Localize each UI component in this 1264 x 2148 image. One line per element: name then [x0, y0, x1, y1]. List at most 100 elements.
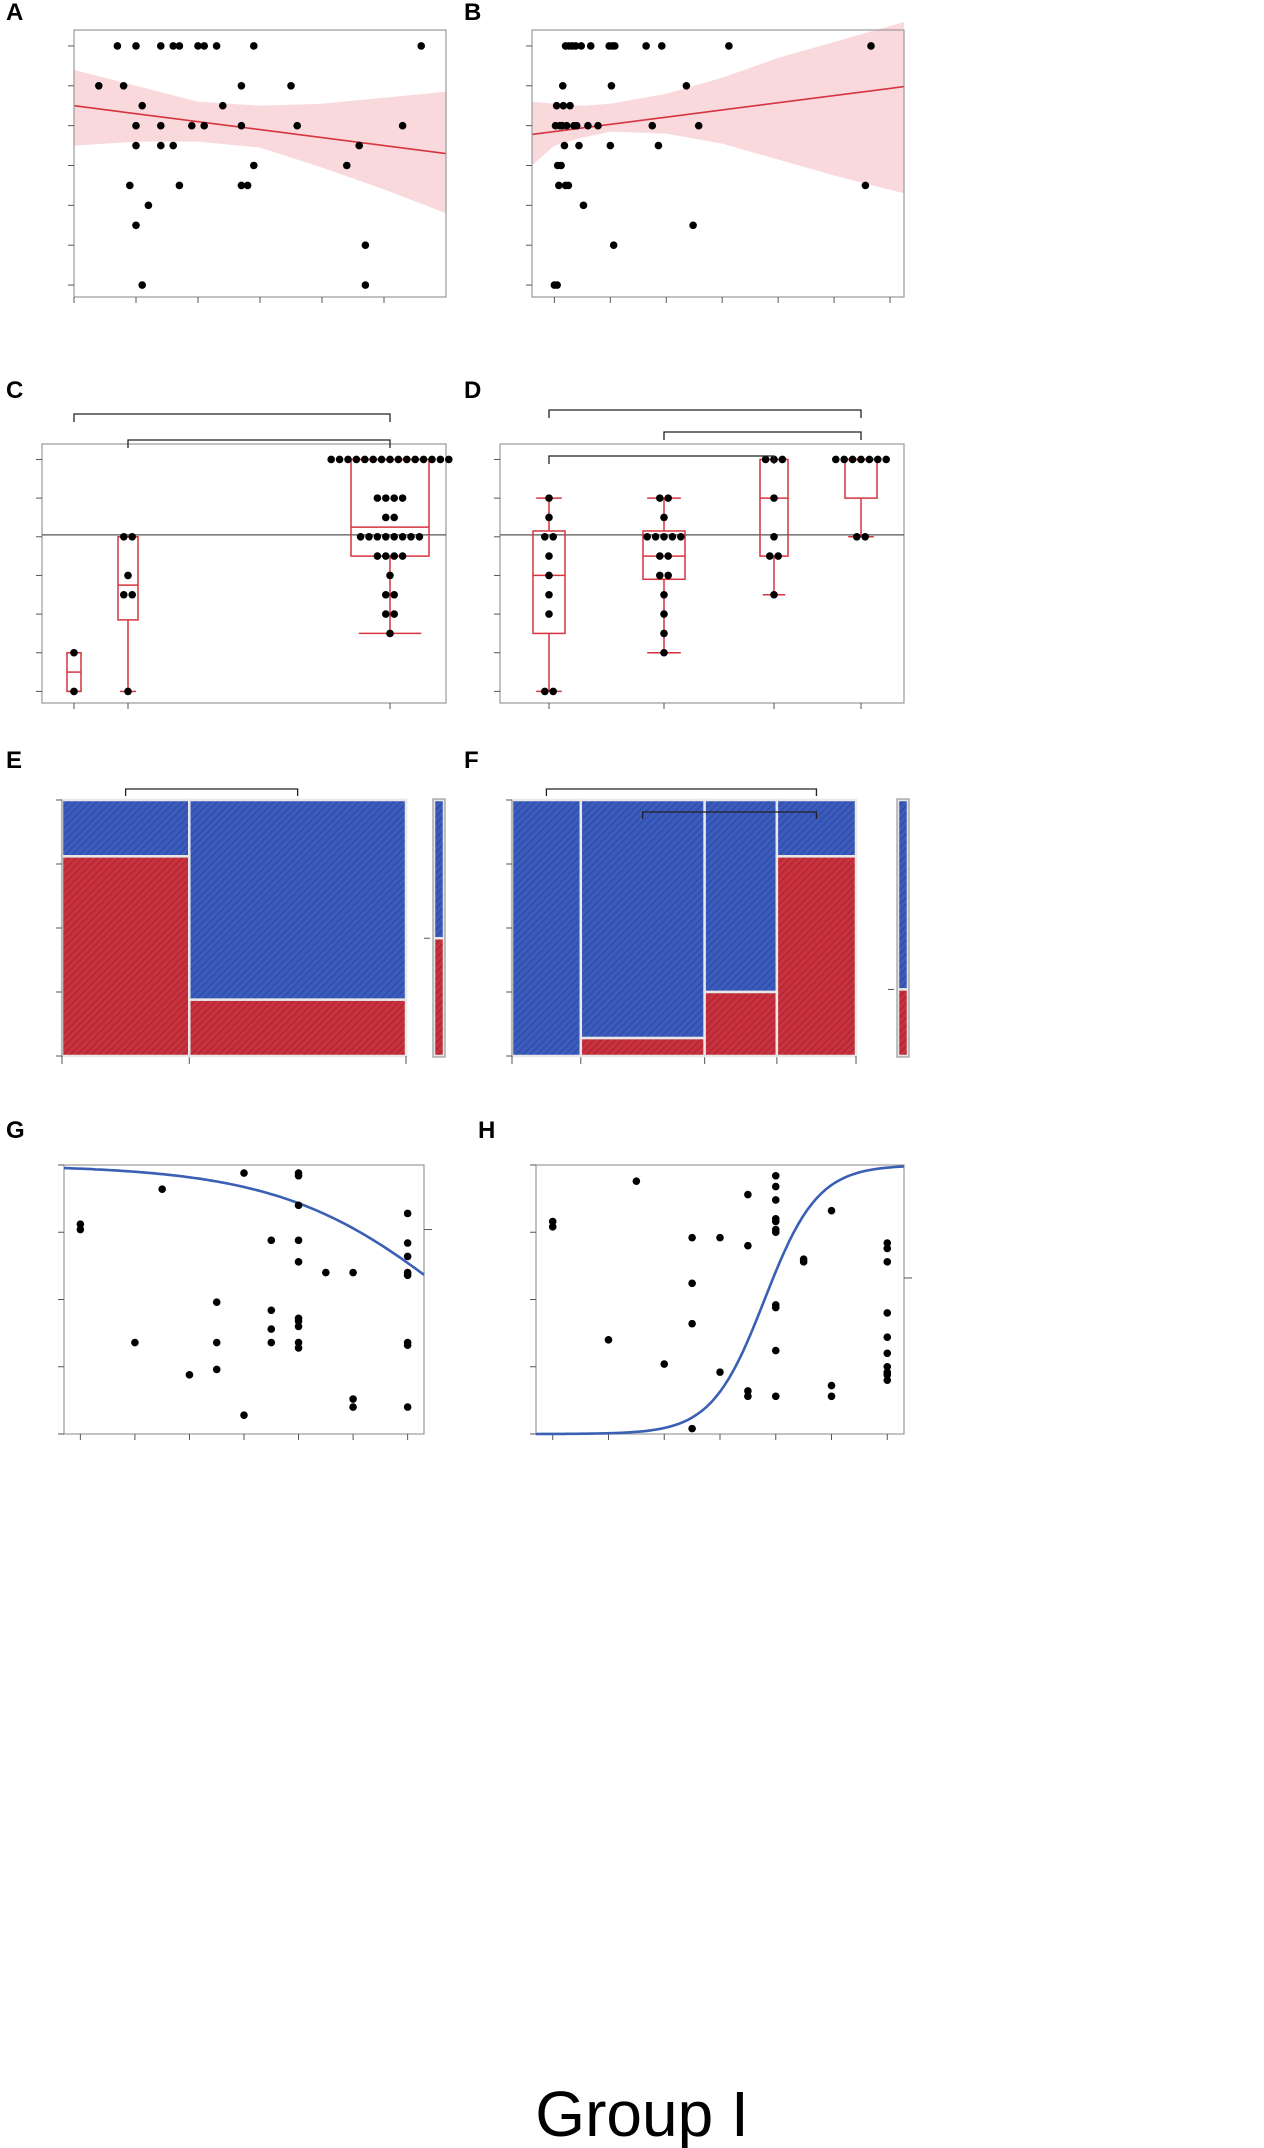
data-point: [95, 81, 103, 90]
data-point: [386, 629, 394, 638]
data-point: [386, 571, 394, 580]
data-point: [124, 687, 132, 696]
data-point: [386, 455, 394, 464]
data-point: [132, 141, 140, 150]
data-point: [144, 201, 153, 210]
data-point: [861, 181, 870, 190]
data-point: [417, 42, 426, 50]
box-group-0-1: [532, 494, 566, 696]
data-point: [874, 455, 882, 464]
data-point: [390, 610, 399, 618]
data-point: [157, 121, 165, 130]
data-point: [867, 42, 875, 50]
data-point: [643, 532, 651, 541]
data-point: [688, 1424, 696, 1433]
data-point: [267, 1325, 276, 1333]
data-point: [76, 1225, 85, 1234]
data-point: [799, 1258, 808, 1266]
data-point: [415, 532, 424, 541]
panel-d: [494, 409, 905, 709]
marginal-frame: [432, 798, 446, 1058]
box-group-4-5: [832, 455, 890, 541]
data-point: [770, 494, 778, 502]
data-point: [664, 494, 672, 502]
data-point: [771, 1217, 780, 1226]
data-point: [398, 532, 407, 541]
data-point: [294, 1322, 303, 1331]
data-point: [349, 1395, 357, 1403]
data-point: [188, 121, 196, 130]
data-point: [398, 121, 407, 130]
iqr-box: [350, 458, 430, 557]
data-point: [883, 1349, 892, 1358]
data-point: [688, 1233, 696, 1242]
data-point: [566, 101, 574, 110]
data-point: [682, 81, 691, 90]
data-point: [70, 687, 78, 696]
data-point: [403, 1271, 412, 1280]
data-point: [352, 455, 361, 464]
data-point: [548, 1223, 557, 1231]
data-point: [594, 121, 602, 130]
data-point: [382, 610, 390, 618]
data-point: [398, 494, 407, 502]
data-point: [557, 161, 565, 170]
data-point: [250, 42, 258, 50]
panel-letter-b: B: [464, 0, 481, 26]
data-point: [194, 42, 202, 50]
mosaic-cell-yes: [188, 798, 408, 1001]
data-point: [403, 1239, 412, 1247]
data-point: [541, 532, 549, 541]
data-point: [335, 455, 344, 464]
data-point: [771, 1182, 780, 1191]
confidence-band: [532, 22, 904, 194]
panel-letter-e: E: [6, 747, 22, 774]
data-point: [365, 532, 373, 541]
data-point: [770, 532, 778, 541]
data-point: [651, 532, 660, 541]
data-point: [562, 121, 571, 130]
regression-line: [531, 85, 905, 136]
data-point: [770, 590, 778, 599]
data-point: [361, 241, 370, 249]
significance-bracket: [545, 788, 818, 796]
data-point: [771, 1228, 780, 1237]
data-point: [120, 590, 128, 599]
data-point: [660, 648, 668, 657]
data-point: [344, 455, 352, 464]
data-point: [349, 1268, 357, 1277]
significance-bracket: [73, 413, 391, 422]
mosaic-cell-no: [188, 998, 408, 1058]
data-point: [654, 141, 663, 150]
data-point: [883, 1258, 892, 1266]
plot-frame: [63, 1164, 425, 1435]
panel-letter-h: H: [478, 1117, 495, 1144]
panel-letter-a: A: [6, 0, 23, 26]
data-point: [584, 121, 592, 130]
iqr-box: [844, 458, 878, 499]
data-point: [657, 42, 666, 50]
data-point: [564, 181, 573, 190]
data-point: [138, 101, 146, 110]
logistic-curve: [535, 1165, 905, 1436]
data-point: [411, 455, 420, 464]
data-point: [76, 1220, 85, 1228]
box-group-2: [642, 494, 686, 657]
data-point: [436, 455, 445, 464]
data-point: [545, 590, 553, 599]
marginal-cell-poor: [896, 988, 910, 1058]
data-point: [656, 552, 664, 560]
mosaic-column-Yes: [60, 798, 191, 1058]
data-point: [240, 1411, 248, 1419]
data-point: [575, 141, 583, 150]
box-group-4: [117, 532, 139, 696]
data-point: [407, 532, 415, 541]
data-point: [403, 1403, 412, 1411]
data-point: [827, 1206, 836, 1215]
data-point: [212, 1338, 221, 1347]
data-point: [394, 455, 403, 464]
data-point: [883, 1309, 892, 1317]
data-point: [545, 610, 553, 618]
data-point: [882, 455, 890, 464]
data-point: [212, 42, 221, 50]
